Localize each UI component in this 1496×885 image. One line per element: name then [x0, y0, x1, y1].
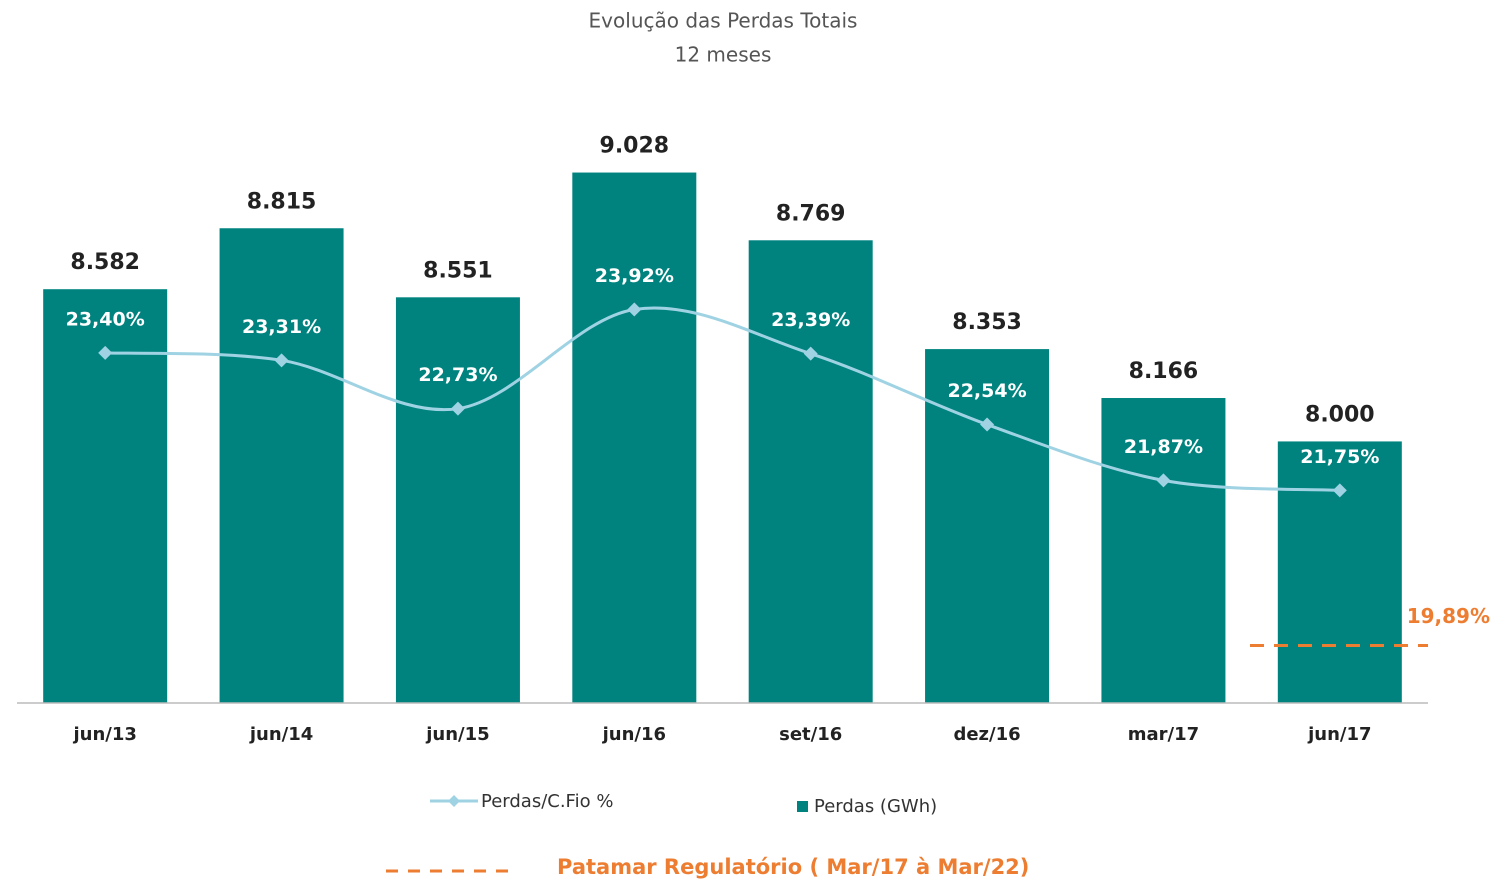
bar-value-label: 8.353 [952, 310, 1022, 335]
x-tick-label: jun/17 [1307, 724, 1371, 745]
line-marker [980, 417, 995, 432]
line-marker [803, 346, 818, 361]
line-value-label: 23,40% [66, 308, 145, 330]
bar [925, 349, 1050, 703]
line-marker [98, 345, 113, 360]
legend-marker [448, 795, 460, 807]
bar [395, 297, 520, 703]
x-tick-label: dez/16 [953, 724, 1020, 745]
x-tick-label: jun/15 [425, 724, 489, 745]
bar-value-label: 9.028 [600, 134, 670, 159]
line-value-label: 23,92% [595, 265, 674, 287]
legend-swatch [797, 801, 808, 812]
x-tick-label: jun/14 [249, 724, 313, 745]
chart-title: Evolução das Perdas Totais [589, 9, 858, 33]
x-tick-label: set/16 [779, 724, 842, 745]
chart-subtitle: 12 meses [675, 43, 772, 67]
x-tick-label: mar/17 [1128, 724, 1199, 745]
line-value-label: 22,54% [947, 380, 1026, 402]
legend-label: Perdas (GWh) [814, 796, 937, 817]
bar [1101, 398, 1226, 703]
reference-label: 19,89% [1407, 604, 1490, 628]
bar-value-label: 8.000 [1305, 402, 1375, 427]
line-marker [1332, 483, 1347, 498]
bar [219, 228, 344, 704]
line [105, 306, 1340, 492]
line-value-label: 23,31% [242, 316, 321, 338]
legend-label: Perdas/C.Fio % [481, 791, 613, 812]
bar-value-label: 8.769 [776, 201, 846, 226]
line-marker [627, 302, 642, 317]
x-tick-label: jun/13 [72, 724, 136, 745]
bar [1277, 441, 1402, 703]
bar-value-label: 8.815 [247, 189, 317, 214]
line-value-label: 22,73% [418, 364, 497, 386]
line-value-label: 21,75% [1300, 446, 1379, 468]
line-marker [1156, 473, 1171, 488]
line-marker [450, 401, 465, 416]
bar-value-label: 8.582 [70, 250, 140, 275]
bar-value-label: 8.166 [1129, 359, 1199, 384]
bar [748, 240, 873, 703]
bar [572, 172, 697, 703]
x-tick-label: jun/16 [602, 724, 666, 745]
line-value-label: 23,39% [771, 309, 850, 331]
legend-reference-label: Patamar Regulatório ( Mar/17 à Mar/22) [557, 855, 1029, 879]
line-marker [274, 353, 289, 368]
bar-value-label: 8.551 [423, 258, 493, 283]
line-value-label: 21,87% [1124, 436, 1203, 458]
